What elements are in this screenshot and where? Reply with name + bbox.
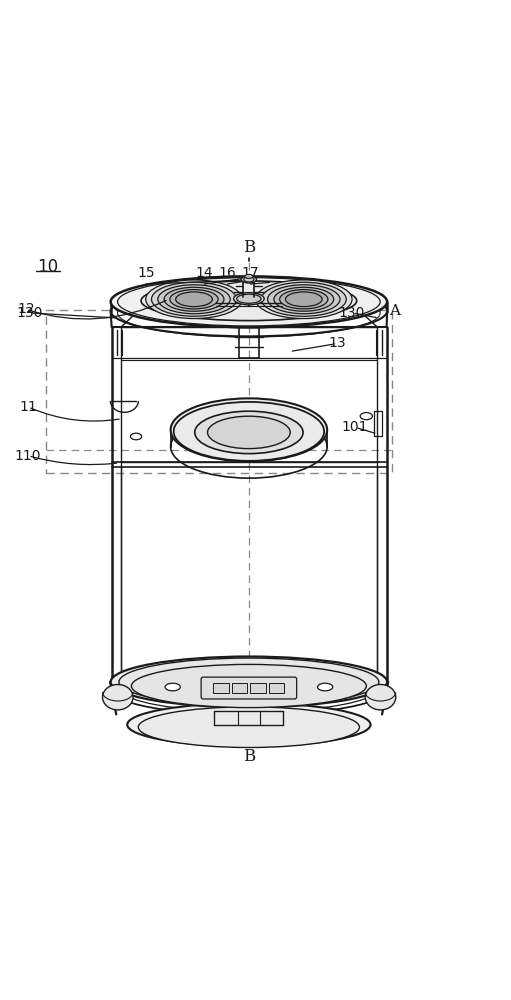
Ellipse shape bbox=[195, 411, 303, 454]
Bar bbox=[269, 683, 285, 693]
Ellipse shape bbox=[317, 683, 333, 691]
Ellipse shape bbox=[274, 287, 334, 311]
Ellipse shape bbox=[174, 402, 324, 461]
Bar bbox=[213, 683, 228, 693]
Ellipse shape bbox=[152, 282, 237, 316]
Ellipse shape bbox=[286, 292, 322, 307]
Ellipse shape bbox=[127, 703, 370, 746]
Text: 11: 11 bbox=[19, 400, 37, 414]
Ellipse shape bbox=[111, 276, 387, 327]
Ellipse shape bbox=[170, 290, 218, 309]
Text: 130: 130 bbox=[16, 306, 42, 320]
Text: B: B bbox=[243, 748, 255, 765]
Ellipse shape bbox=[158, 285, 230, 314]
Ellipse shape bbox=[176, 292, 213, 307]
Ellipse shape bbox=[103, 684, 133, 710]
Ellipse shape bbox=[171, 398, 327, 461]
Ellipse shape bbox=[365, 684, 396, 710]
Text: 130: 130 bbox=[339, 306, 365, 320]
Ellipse shape bbox=[131, 664, 366, 708]
Ellipse shape bbox=[261, 282, 346, 316]
FancyBboxPatch shape bbox=[201, 677, 297, 699]
Ellipse shape bbox=[146, 280, 242, 319]
Bar bbox=[232, 683, 247, 693]
Text: 101: 101 bbox=[341, 420, 368, 434]
Ellipse shape bbox=[130, 433, 142, 440]
Ellipse shape bbox=[118, 278, 380, 326]
Ellipse shape bbox=[268, 285, 340, 314]
Text: 13: 13 bbox=[328, 336, 345, 350]
Ellipse shape bbox=[138, 707, 359, 748]
Ellipse shape bbox=[234, 293, 264, 305]
Text: 15: 15 bbox=[137, 266, 155, 280]
Ellipse shape bbox=[141, 281, 357, 321]
Bar bbox=[46, 310, 392, 473]
Ellipse shape bbox=[119, 658, 379, 706]
Ellipse shape bbox=[245, 274, 253, 278]
Text: 16: 16 bbox=[219, 266, 237, 280]
Text: 12: 12 bbox=[17, 302, 35, 316]
Ellipse shape bbox=[207, 416, 290, 449]
Ellipse shape bbox=[164, 287, 224, 311]
Ellipse shape bbox=[280, 290, 328, 309]
Ellipse shape bbox=[165, 683, 180, 691]
Ellipse shape bbox=[244, 277, 254, 282]
Ellipse shape bbox=[237, 294, 261, 303]
Text: A: A bbox=[389, 304, 400, 318]
Ellipse shape bbox=[241, 276, 257, 283]
Text: 110: 110 bbox=[15, 449, 41, 463]
Ellipse shape bbox=[256, 280, 352, 319]
Ellipse shape bbox=[111, 657, 387, 707]
Text: 17: 17 bbox=[242, 266, 259, 280]
Bar bbox=[250, 683, 266, 693]
Text: 14: 14 bbox=[196, 266, 214, 280]
Text: 10: 10 bbox=[38, 258, 59, 276]
Ellipse shape bbox=[360, 413, 373, 420]
Text: B: B bbox=[243, 239, 255, 256]
